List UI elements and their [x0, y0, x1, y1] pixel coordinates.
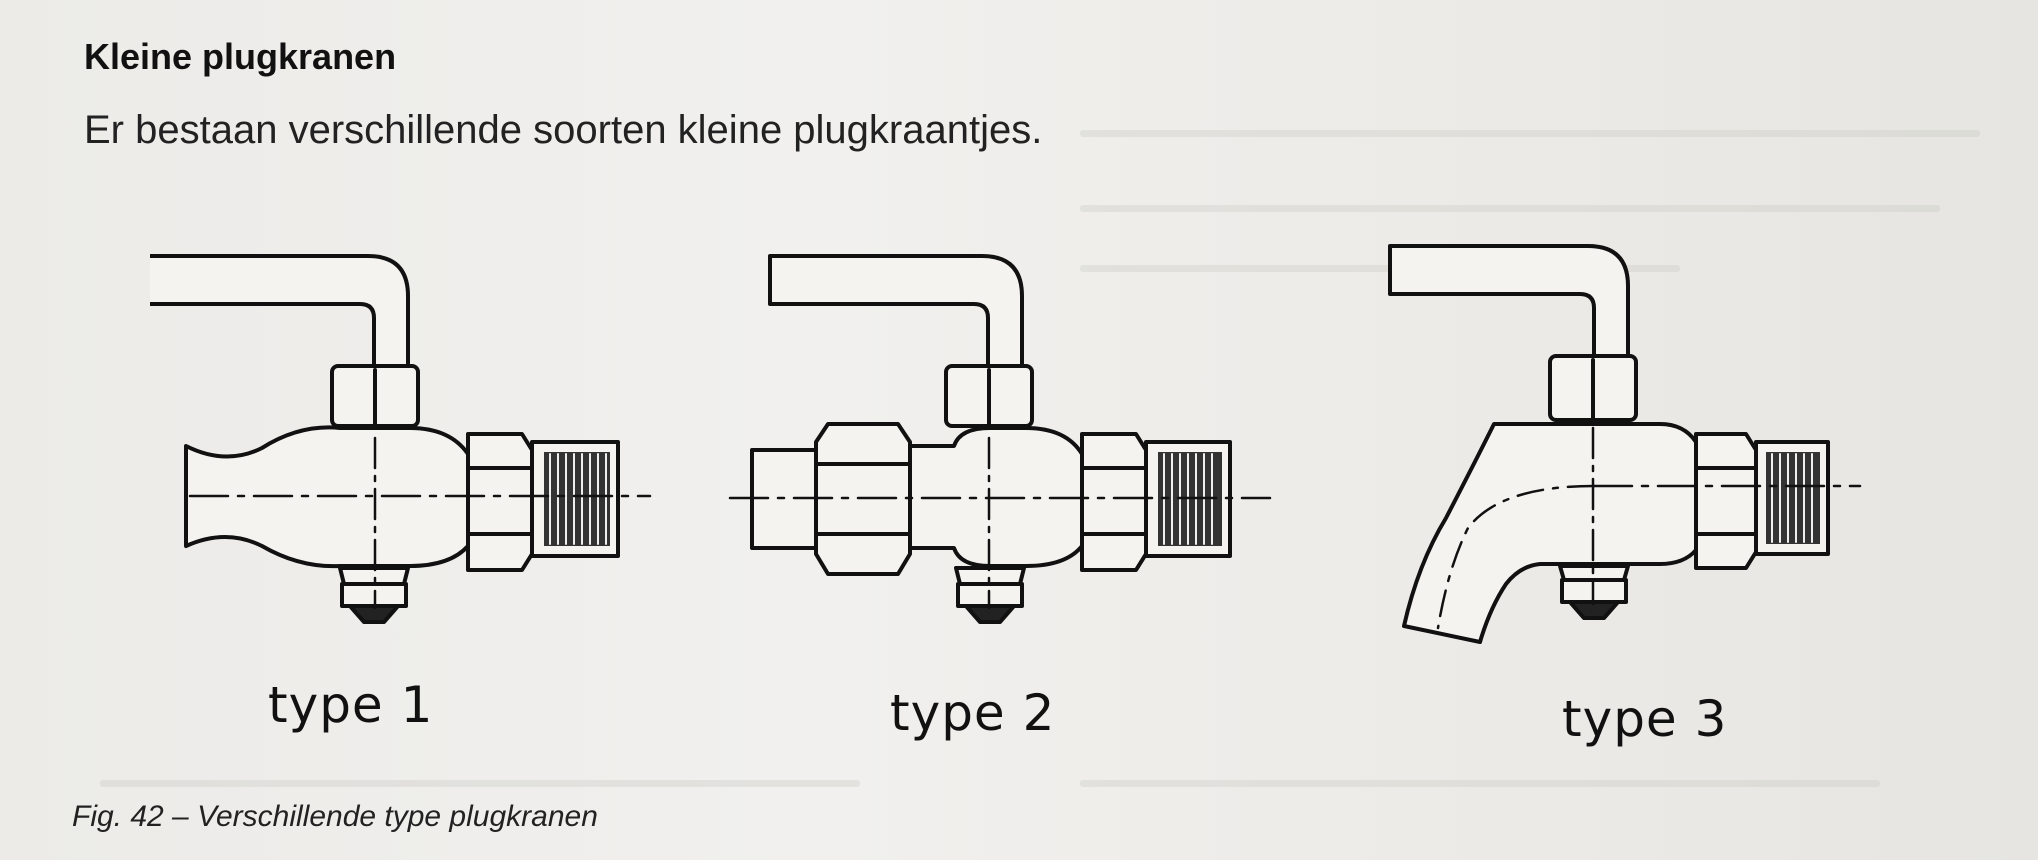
show-through-line: [100, 780, 860, 787]
type-label-2: type 2: [890, 684, 1056, 742]
show-through-line: [1080, 130, 1980, 137]
section-heading: Kleine plugkranen: [84, 36, 397, 77]
show-through-line: [1080, 780, 1880, 787]
plug-tap-straight-icon: [150, 254, 652, 624]
show-through-line: [1080, 265, 1680, 272]
show-through-line: [1080, 205, 1940, 212]
plug-tap-curved-spout-icon: [1388, 244, 1862, 644]
type-label-3: type 3: [1562, 690, 1728, 748]
type-label-1: type 1: [268, 676, 434, 734]
figure-caption: Fig. 42 – Verschillende type plugkranen: [72, 800, 598, 833]
figure-drawing: [150, 244, 1862, 644]
figure-plug-taps: [150, 228, 2000, 728]
intro-text: Er bestaan verschillende soorten kleine …: [84, 108, 1043, 152]
plug-tap-coupling-icon: [728, 254, 1272, 624]
